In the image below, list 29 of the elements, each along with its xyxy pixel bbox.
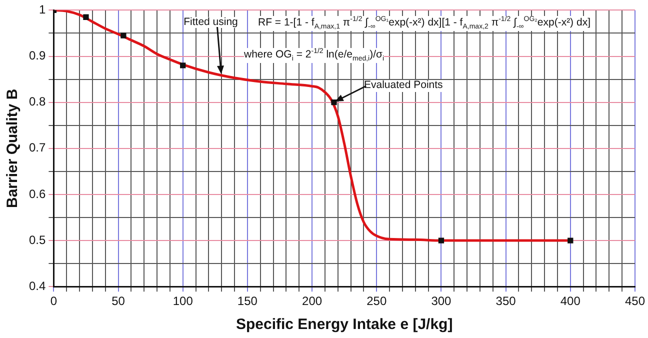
y-tick-label: 0.4 (28, 278, 46, 293)
annotation: where OG$_{i}$ = 2$^{-1/2}$ ln(e/e$_{med,i}$)/σ$_{i}$ (244, 48, 384, 64)
x-tick-label: 450 (624, 294, 646, 308)
x-tick-label: 50 (112, 294, 126, 308)
text: RF = 1-[1 - f$_{A,max,1}$ π$^{-1/2}$ ∫$_{-∞}$$^{OG₁}$exp(-x²) dx][1 - f$_{A,max,2}$ π$^{-1/2}$ ∫$_{-∞}$$^{OG₂}$exp(-x²) dx] (258, 16, 590, 31)
x-axis-title: Specific Energy Intake e [J/kg] (236, 316, 453, 334)
x-tick-label: 100 (172, 294, 194, 308)
y-tick-label: 1 (38, 2, 46, 17)
y-tick-label: 0.7 (28, 140, 46, 155)
point (331, 100, 337, 106)
annotation: Evaluated Points (364, 79, 443, 92)
point (568, 238, 574, 244)
y-tick-label: 0.6 (28, 186, 46, 201)
x-tick-label: 400 (560, 294, 581, 308)
x-tick-label: 200 (302, 294, 322, 308)
point (120, 32, 126, 38)
y-axis-title: Barrier Quality B (4, 88, 22, 208)
point (438, 238, 444, 244)
y-tick-label: 0.8 (28, 94, 46, 109)
x-tick-label: 0 (50, 294, 58, 308)
point (83, 14, 89, 20)
y-tick-label: 0.5 (28, 232, 46, 247)
x-tick-label: 300 (431, 294, 452, 308)
x-tick-label: 350 (496, 294, 516, 308)
point (180, 62, 186, 68)
y-tick-label: 0.9 (28, 48, 46, 63)
annotation: Fitted using (184, 16, 238, 28)
x-tick-label: 150 (237, 294, 258, 308)
x-tick-label: 250 (366, 294, 387, 308)
